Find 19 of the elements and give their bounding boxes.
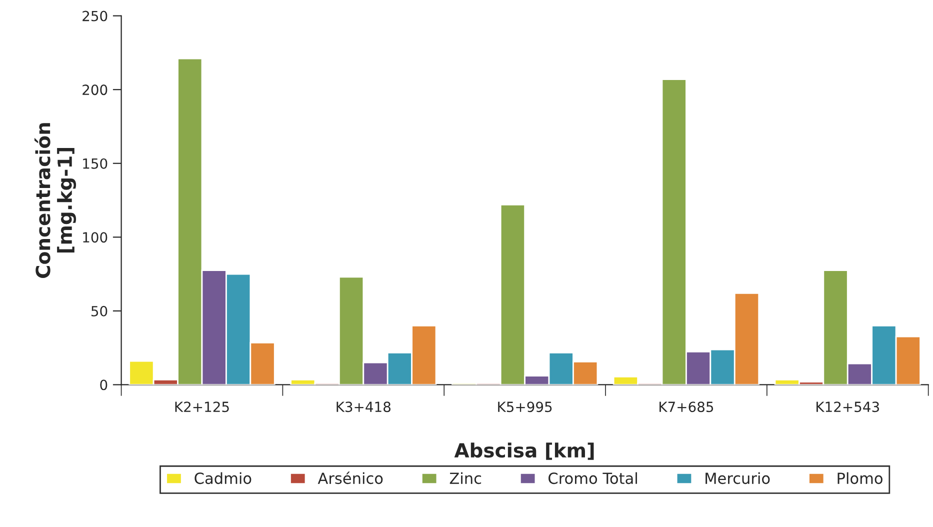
x-tick-label: K12+543 (816, 402, 879, 412)
x-tick-label: K3+418 (336, 402, 390, 412)
x-axis-title: Abscisa [km] (454, 442, 594, 460)
legend-label: Cadmio (194, 472, 252, 484)
y-tick-label: 50 (91, 306, 108, 316)
legend-label: Arsénico (318, 472, 383, 484)
legend-label: Plomo (838, 472, 882, 484)
legend-label: Zinc (450, 472, 482, 484)
y-axis-title: Concentración [mg.kg-1] (34, 123, 76, 278)
legend-label: Mercurio (706, 472, 770, 484)
x-tick-label: K5+995 (498, 402, 552, 412)
y-tick-label: 100 (83, 232, 108, 243)
legend-label: Cromo Total (548, 472, 637, 484)
y-tick-label: 250 (82, 10, 108, 22)
x-tick-label: K2+125 (175, 402, 229, 412)
y-tick-label: 150 (83, 158, 108, 169)
x-tick-label: K7+685 (660, 402, 714, 412)
y-tick-label: 0 (100, 380, 108, 390)
y-tick-label: 200 (82, 84, 108, 96)
